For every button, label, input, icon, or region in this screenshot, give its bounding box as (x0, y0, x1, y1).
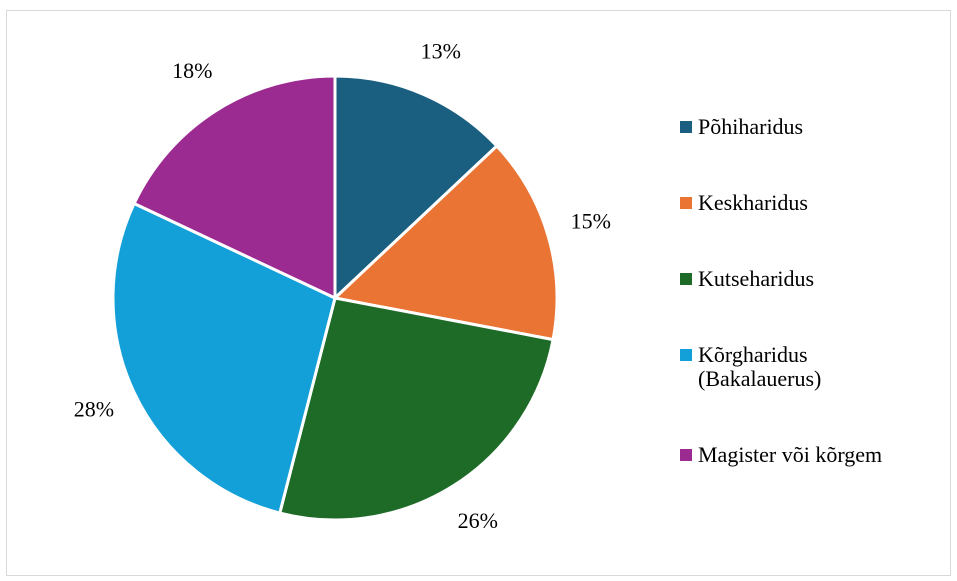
legend-item: Põhiharidus (680, 115, 900, 139)
data-label: 26% (458, 508, 498, 533)
legend-item: Magister või kõrgem (680, 443, 900, 467)
legend-item: Kutseharidus (680, 267, 900, 291)
legend-swatch (680, 197, 692, 209)
legend-label: Põhiharidus (698, 114, 804, 139)
data-label: 13% (421, 39, 461, 64)
legend-swatch (680, 349, 692, 361)
pie-slice (331, 143, 559, 342)
data-label: 28% (74, 396, 114, 421)
legend-item: Keskharidus (680, 191, 900, 215)
pie-slice (132, 74, 337, 301)
legend-swatch (680, 121, 692, 133)
legend-label: Kõrgharidus (Bakalauerus) (698, 342, 822, 391)
pie-slice (111, 201, 337, 515)
legend: Põhiharidus Keskharidus Kutseharidus Kõrgha… (680, 115, 900, 467)
chart-border (6, 10, 951, 576)
pie-slice (333, 74, 499, 302)
legend-label: Keskharidus (698, 190, 808, 215)
legend-label: Kutseharidus (698, 266, 815, 291)
data-label: 18% (172, 58, 212, 83)
legend-swatch (680, 273, 692, 285)
pie-slice (277, 296, 555, 522)
legend-label: Magister või kõrgem (698, 442, 883, 467)
legend-swatch (680, 449, 692, 461)
legend-item: Kõrgharidus (Bakalauerus) (680, 343, 900, 391)
data-label: 15% (571, 209, 611, 234)
